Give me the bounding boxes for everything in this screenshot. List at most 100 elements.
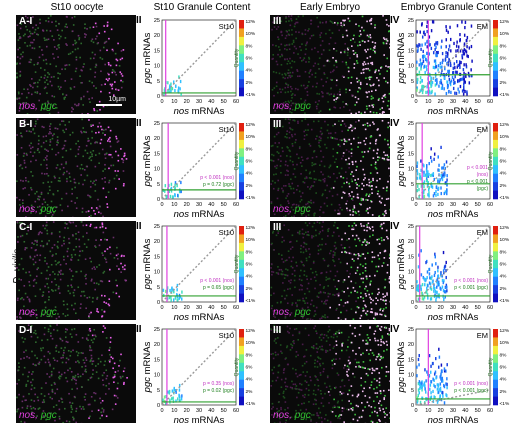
legend-nos: nos, — [19, 101, 38, 112]
colorbar-label: Quantity — [488, 357, 494, 376]
heatmap-cell — [462, 89, 463, 92]
heatmap-cell — [438, 388, 439, 391]
colorbar-tick: 2% — [500, 183, 508, 189]
colorbar-tick: 6% — [500, 365, 508, 371]
heatmap-cell — [456, 92, 457, 95]
y-tick-label: 25 — [408, 224, 414, 230]
colorbar-segment — [493, 329, 498, 338]
panel-label: IV — [390, 324, 399, 335]
colorbar-tick: 4% — [246, 171, 254, 177]
y-tick-label: 0 — [411, 300, 414, 306]
y-tick-label: 5 — [157, 388, 160, 394]
x-axis-label: nos mRNAs — [174, 209, 225, 220]
heatmap-cell — [454, 81, 455, 84]
y-axis-label: pgc mRNAs — [142, 238, 153, 290]
colorbar-tick: 12% — [246, 19, 256, 25]
heatmap-cell — [424, 384, 425, 387]
heatmap-cell — [417, 185, 418, 188]
colorbar-tick: 2% — [246, 389, 254, 395]
heatmap-cell — [171, 397, 172, 400]
x-tick-label: 60 — [487, 408, 493, 414]
heatmap-cell — [445, 269, 446, 272]
colorbar-segment — [239, 174, 244, 183]
heatmap-cell — [431, 396, 432, 399]
heatmap-cell — [464, 90, 465, 93]
colorbar-tick: 10% — [500, 237, 510, 243]
colorbar-segment — [493, 37, 498, 46]
heatmap-cell — [177, 397, 178, 400]
heatmap-cell — [445, 45, 446, 48]
heatmap-cell — [441, 65, 442, 68]
heatmap-cell — [445, 25, 446, 28]
heatmap-cell — [442, 52, 443, 55]
heatmap-cell — [443, 87, 444, 90]
x-axis-label: nos mRNAs — [174, 415, 225, 426]
heatmap-cell — [466, 45, 467, 48]
heatmap-cell — [436, 81, 437, 84]
y-tick-label: 5 — [411, 388, 414, 394]
colorbar-segment — [493, 277, 498, 286]
heatmap-cell — [449, 44, 450, 47]
x-tick-label: 10 — [171, 202, 177, 208]
heatmap-cell — [430, 365, 431, 368]
colorbar-tick: 4% — [500, 68, 508, 74]
y-tick-label: 5 — [411, 79, 414, 85]
heatmap-cell — [441, 46, 442, 49]
x-tick-label: 0 — [160, 305, 163, 311]
x-tick-label: 20 — [184, 202, 190, 208]
y-tick-label: 25 — [154, 18, 160, 24]
heatmap-cell — [440, 146, 441, 149]
colorbar-tick: 10% — [246, 237, 256, 243]
x-tick-label: 50 — [475, 99, 481, 105]
colorbar-segment — [493, 380, 498, 389]
x-tick-label: 30 — [450, 99, 456, 105]
colorbar-segment — [239, 191, 244, 200]
heatmap-cell — [432, 81, 433, 84]
heatmap-cell — [429, 272, 430, 275]
legend-pgc: pgc — [41, 410, 57, 421]
heatmap-cell — [446, 174, 447, 177]
heatmap-cell — [427, 296, 428, 299]
heatmap-cell — [443, 166, 444, 169]
heatmap-cell — [463, 75, 464, 78]
species-label: D. pseudoobscura — [0, 158, 14, 169]
colorbar-tick: 8% — [500, 352, 508, 358]
y-tick-label: 10 — [154, 373, 160, 379]
heatmap-cell — [437, 281, 438, 284]
legend-nos: nos, — [273, 204, 292, 215]
heatmap-cell — [448, 48, 449, 51]
heatmap-cell — [442, 84, 443, 87]
heatmap-cell — [425, 379, 426, 382]
heatmap-cell — [464, 81, 465, 84]
x-axis-label: nos mRNAs — [428, 312, 479, 323]
x-tick-label: 10 — [171, 305, 177, 311]
heatmap-cell — [453, 67, 454, 70]
colorbar-segment — [493, 140, 498, 149]
heatmap-cell — [446, 192, 447, 195]
panel-label: II — [136, 118, 142, 129]
heatmap-cell — [439, 356, 440, 359]
heatmap-cell — [457, 79, 458, 82]
heatmap-cell — [466, 90, 467, 93]
legend-nos: nos, — [19, 204, 38, 215]
heatmap-cell — [164, 395, 165, 398]
y-tick-label: 0 — [157, 300, 160, 306]
x-tick-label: 10 — [171, 408, 177, 414]
heatmap-cell — [424, 387, 425, 390]
panel-label: II — [136, 324, 142, 335]
panel-label: C-I — [19, 222, 32, 233]
heatmap-cell — [422, 35, 423, 38]
stat-text: p = 0.72 (pgc) — [203, 182, 234, 188]
heatmap-cell — [426, 30, 427, 33]
colorbar-segment — [493, 226, 498, 235]
y-axis-label: pgc mRNAs — [396, 238, 407, 290]
heatmap-cell — [444, 367, 445, 370]
colorbar-tick: 2% — [246, 286, 254, 292]
heatmap-cell — [441, 192, 442, 195]
channel-legend: nos, pgc — [273, 204, 311, 215]
heatmap-cell — [417, 81, 418, 84]
